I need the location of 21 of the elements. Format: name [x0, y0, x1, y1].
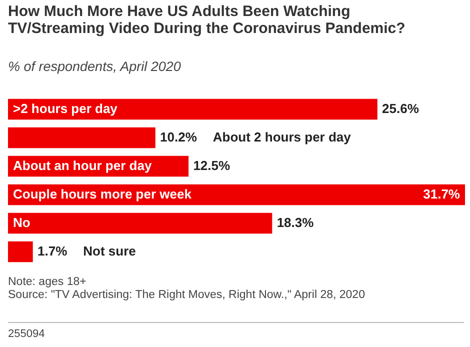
bar — [8, 212, 272, 234]
data-label: 12.5% — [193, 158, 231, 173]
data-label: 10.2% — [160, 129, 198, 144]
y-tick-label: No — [13, 214, 30, 230]
y-tick-label: >2 hours per day — [13, 100, 118, 116]
y-tick-label: About an hour per day — [13, 158, 152, 173]
chart-subtitle: % of respondents, April 2020 — [8, 59, 181, 74]
bar — [8, 241, 33, 262]
y-tick-label: Not sure — [83, 243, 136, 258]
chart-title: How Much More Have US Adults Been Watching TV/Streaming Video During the Coronavirus Pandemic? — [8, 3, 406, 37]
data-label: 1.7% — [38, 243, 68, 258]
data-label: 18.3% — [276, 214, 314, 230]
y-tick-label: Couple hours more per week — [13, 186, 192, 202]
bar — [8, 127, 156, 148]
source-note: Source: "TV Advertising: The Right Moves, Right Now.," April 28, 2020 — [8, 289, 365, 301]
data-label: 31.7% — [423, 186, 460, 202]
text: 255094 — [8, 328, 45, 340]
data-label: 25.6% — [382, 100, 420, 116]
y-tick-label: About 2 hours per day — [212, 129, 352, 144]
bar — [8, 98, 378, 120]
text: Note: ages 18+ — [8, 276, 86, 288]
